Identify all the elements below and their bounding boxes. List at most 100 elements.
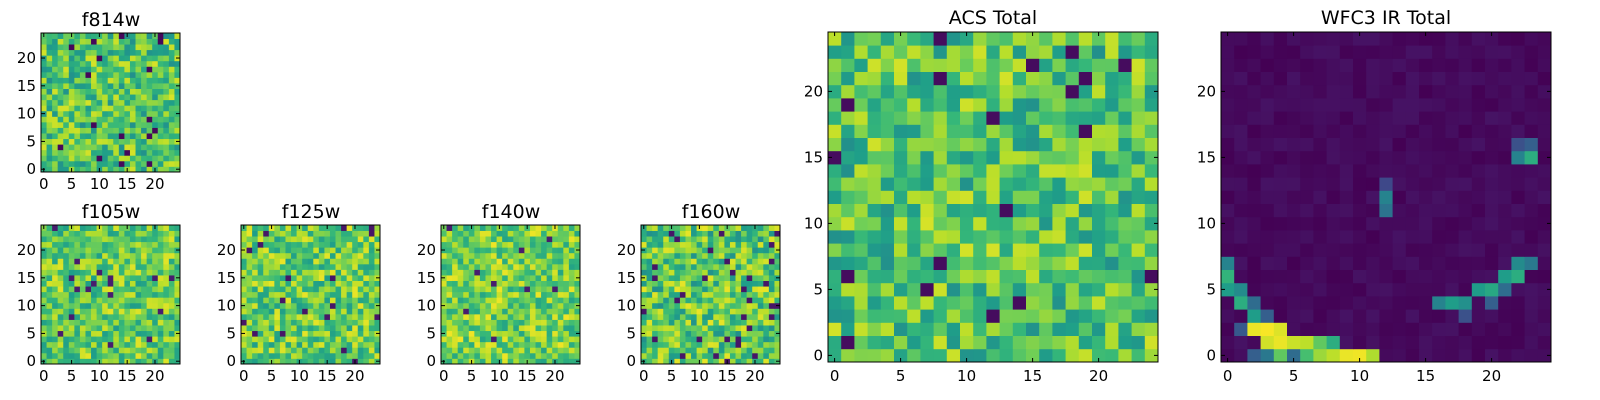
y-tick-label: 15: [17, 77, 36, 95]
heatmap-cell: [74, 77, 81, 84]
heatmap-cell: [557, 347, 564, 354]
heatmap-cell: [518, 319, 525, 326]
heatmap-cell: [1052, 190, 1066, 204]
heatmap-cell: [252, 247, 259, 254]
heatmap-cell: [1092, 45, 1106, 59]
heatmap-cell: [646, 252, 653, 259]
heatmap-cell: [552, 252, 559, 259]
heatmap-cell: [102, 308, 109, 315]
heatmap-cell: [1498, 164, 1512, 178]
heatmap-cell: [960, 98, 974, 112]
heatmap-cell: [335, 352, 342, 359]
heatmap-cell: [763, 258, 770, 265]
heatmap-cell: [746, 341, 753, 348]
heatmap-cell: [1105, 164, 1119, 178]
heatmap-cell: [502, 330, 509, 337]
heatmap-cell: [485, 341, 492, 348]
heatmap-cell: [341, 225, 348, 231]
heatmap-cell: [1287, 335, 1301, 350]
heatmap-cell: [113, 138, 120, 145]
heatmap-cell: [960, 282, 974, 297]
heatmap-cell: [854, 216, 868, 231]
heatmap-cell: [141, 121, 148, 128]
heatmap-cell: [74, 319, 81, 326]
heatmap-cell: [41, 230, 47, 237]
heatmap-cell: [91, 258, 97, 265]
heatmap-cell: [118, 341, 125, 348]
heatmap-cell: [1458, 177, 1473, 191]
heatmap-cell: [168, 291, 175, 298]
heatmap-cell: [168, 358, 175, 365]
heatmap-cell: [768, 263, 775, 270]
heatmap-cell: [763, 263, 770, 270]
heatmap-cell: [933, 45, 948, 59]
heatmap-cell: [674, 352, 681, 359]
heatmap-cell: [52, 280, 59, 287]
heatmap-cell: [828, 71, 842, 86]
heatmap-cell: [774, 341, 781, 348]
heatmap-cell: [174, 252, 181, 259]
heatmap-cell: [1287, 190, 1301, 204]
heatmap-cell: [107, 110, 114, 117]
heatmap-cell: [880, 269, 895, 284]
heatmap-cell: [57, 358, 64, 365]
heatmap-cell: [291, 308, 297, 315]
heatmap-cell: [1260, 111, 1275, 125]
heatmap-cell: [324, 258, 331, 265]
heatmap-cell: [1432, 190, 1446, 204]
heatmap-cell: [999, 84, 1014, 99]
heatmap-cell: [357, 286, 364, 293]
heatmap-cell: [496, 286, 503, 293]
heatmap-cell: [502, 269, 509, 276]
heatmap-cell: [124, 291, 131, 298]
heatmap-cell: [1537, 243, 1552, 257]
heatmap-cell: [279, 247, 286, 254]
heatmap-cell: [157, 247, 164, 254]
heatmap-cell: [707, 291, 714, 298]
heatmap-cell: [152, 297, 159, 304]
heatmap-cell: [85, 286, 92, 293]
heatmap-cell: [529, 275, 536, 281]
heatmap-cell: [741, 325, 748, 332]
heatmap-cell: [141, 94, 148, 101]
heatmap-cell: [1039, 256, 1053, 270]
heatmap-cell: [1498, 84, 1512, 99]
heatmap-cell: [518, 313, 525, 320]
heatmap-cell: [118, 83, 125, 89]
heatmap-cell: [285, 347, 292, 354]
heatmap-cell: [1458, 98, 1473, 112]
heatmap-cell: [163, 230, 170, 237]
heatmap-cell: [1498, 71, 1512, 86]
heatmap-cell: [1260, 164, 1275, 178]
heatmap-cell: [485, 241, 492, 248]
heatmap-cell: [920, 98, 934, 112]
heatmap-cell: [529, 325, 536, 332]
heatmap-cell: [502, 247, 509, 254]
heatmap-cell: [463, 308, 470, 315]
heatmap-cell: [1498, 45, 1512, 59]
heatmap-cell: [1144, 45, 1159, 59]
heatmap-cell: [279, 352, 286, 359]
heatmap-cell: [973, 269, 987, 284]
heatmap-cell: [157, 225, 164, 231]
heatmap-cell: [46, 341, 53, 348]
heatmap-cell: [74, 241, 81, 248]
heatmap-cell: [124, 230, 131, 237]
heatmap-cell: [663, 291, 670, 298]
heatmap-cell: [1052, 348, 1066, 363]
heatmap-cell: [529, 269, 536, 276]
heatmap-cell: [1524, 335, 1539, 350]
heatmap-cell: [768, 258, 775, 265]
heatmap-cell: [68, 352, 75, 359]
heatmap-cell: [574, 341, 581, 348]
heatmap-cell: [163, 55, 170, 62]
heatmap-cell: [52, 44, 59, 51]
heatmap-cell: [491, 241, 497, 248]
heatmap-cell: [1118, 32, 1132, 46]
heatmap-cell: [718, 280, 725, 287]
heatmap-cell: [679, 225, 686, 231]
heatmap-cell: [552, 263, 559, 270]
heatmap-cell: [41, 155, 47, 162]
heatmap-cell: [999, 335, 1014, 350]
heatmap-cell: [946, 137, 961, 152]
